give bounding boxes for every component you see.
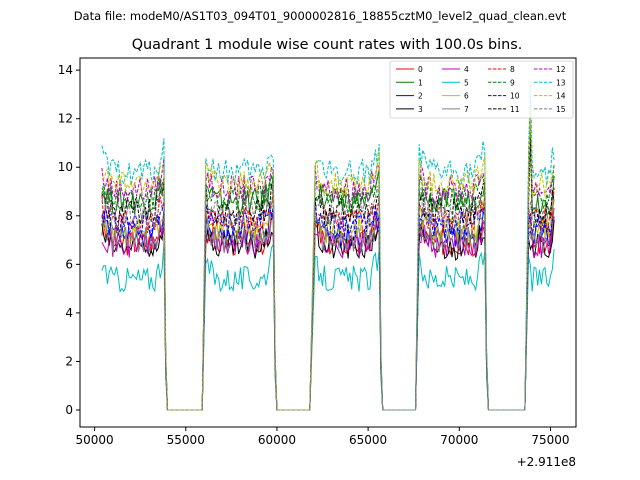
legend-label: 6 xyxy=(464,92,469,101)
legend-label: 11 xyxy=(510,105,520,114)
legend-label: 2 xyxy=(418,92,423,101)
series-line-12 xyxy=(101,96,555,411)
y-tick-label: 2 xyxy=(65,354,73,368)
y-tick-label: 10 xyxy=(58,160,73,174)
x-tick-label: 75000 xyxy=(531,433,569,447)
series-line-14 xyxy=(101,108,555,411)
x-offset-label: +2.911e8 xyxy=(517,455,576,469)
legend-label: 1 xyxy=(418,78,423,87)
legend-box xyxy=(389,60,574,119)
series-line-11 xyxy=(101,138,555,411)
legend-label: 3 xyxy=(418,105,423,114)
y-axis: 0 2 4 6 8 10 12 14 xyxy=(58,63,80,417)
series-line-1 xyxy=(101,128,555,411)
legend-label: 12 xyxy=(556,65,566,74)
chart-title: Quadrant 1 module wise count rates with … xyxy=(132,37,523,53)
x-tick-label: 60000 xyxy=(258,433,296,447)
x-tick-label: 70000 xyxy=(440,433,478,447)
y-tick-label: 12 xyxy=(58,112,73,126)
series-line-10 xyxy=(101,198,555,411)
legend-label: 7 xyxy=(464,105,469,114)
x-tick-label: 55000 xyxy=(167,433,205,447)
series-line-15 xyxy=(101,179,555,411)
legend-label: 8 xyxy=(510,65,515,74)
y-tick-label: 8 xyxy=(65,209,73,223)
legend-label: 14 xyxy=(556,92,566,101)
series-line-5 xyxy=(101,242,555,411)
y-tick-label: 6 xyxy=(65,257,73,271)
x-axis: 50000 55000 60000 65000 70000 75000 xyxy=(75,427,570,447)
y-tick-label: 0 xyxy=(65,403,73,417)
plot-frame xyxy=(79,57,577,428)
chart-suptitle: Data file: modeM0/AS1T03_094T01_90000028… xyxy=(74,9,567,23)
y-tick-label: 14 xyxy=(58,63,73,77)
series-line-9 xyxy=(101,118,555,411)
legend-label: 9 xyxy=(510,78,515,87)
legend-label: 10 xyxy=(510,92,520,101)
legend-label: 15 xyxy=(556,105,566,114)
legend-label: 0 xyxy=(418,65,423,74)
y-tick-label: 4 xyxy=(65,306,73,320)
legend-label: 5 xyxy=(464,78,469,87)
plot-lines xyxy=(101,84,555,411)
legend-label: 13 xyxy=(556,78,566,87)
legend-label: 4 xyxy=(464,65,469,74)
x-tick-label: 50000 xyxy=(75,433,113,447)
x-tick-label: 65000 xyxy=(349,433,387,447)
series-line-13 xyxy=(101,84,555,411)
